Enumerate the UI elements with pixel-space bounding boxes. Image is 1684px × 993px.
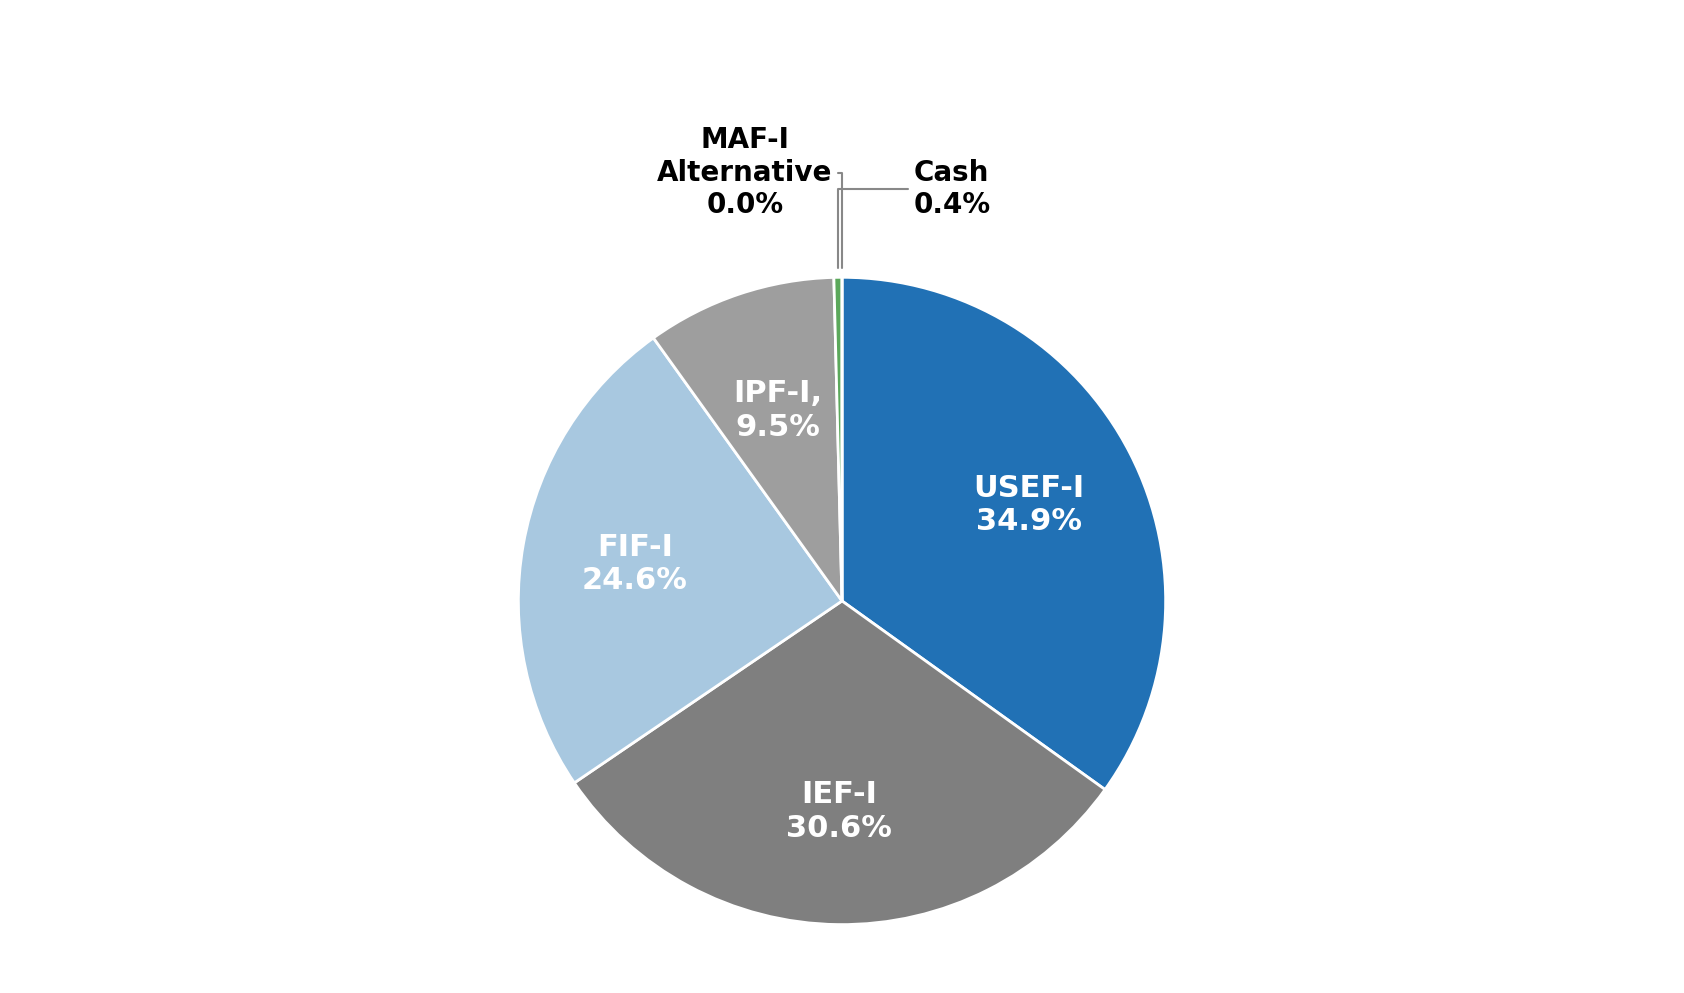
Wedge shape	[519, 338, 842, 782]
Wedge shape	[842, 277, 1165, 789]
Text: USEF-I
34.9%: USEF-I 34.9%	[973, 474, 1084, 536]
Text: FIF-I
24.6%: FIF-I 24.6%	[583, 533, 687, 596]
Text: MAF-I
Alternative
0.0%: MAF-I Alternative 0.0%	[657, 126, 842, 268]
Wedge shape	[574, 601, 1105, 924]
Text: IPF-I,
9.5%: IPF-I, 9.5%	[734, 379, 823, 442]
Wedge shape	[653, 277, 842, 601]
Wedge shape	[834, 277, 842, 601]
Text: Cash
0.4%: Cash 0.4%	[839, 159, 990, 268]
Text: IEF-I
30.6%: IEF-I 30.6%	[786, 780, 893, 843]
